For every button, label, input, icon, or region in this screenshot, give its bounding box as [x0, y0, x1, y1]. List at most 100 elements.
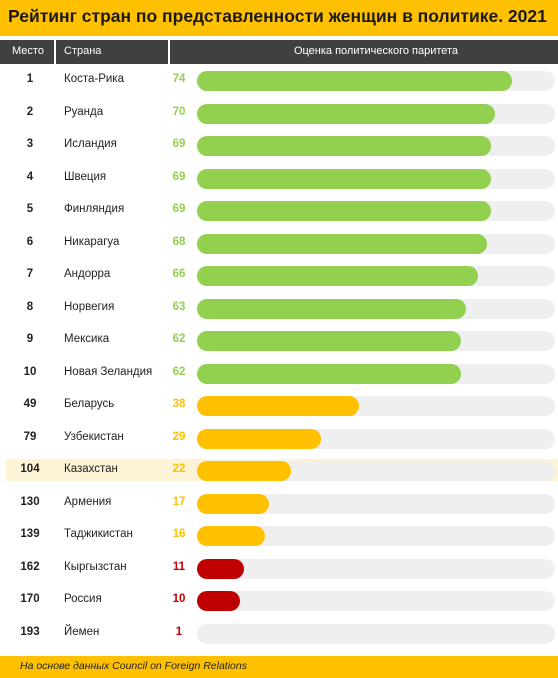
table-row: 79 Узбекистан 29 — [0, 426, 558, 452]
bar — [197, 168, 492, 189]
country-label: Финляндия — [64, 203, 125, 215]
header-country: Страна — [64, 45, 102, 57]
bar — [197, 461, 291, 481]
rank-label: 2 — [26, 105, 34, 118]
bar — [197, 591, 240, 611]
table-row: 9 Мексика 62 — [0, 328, 558, 354]
bar — [197, 266, 479, 286]
country-label: Новая Зеландия — [64, 365, 153, 378]
rank-label: 7 — [26, 268, 34, 280]
value-label: 69 — [172, 138, 186, 150]
bar — [197, 558, 244, 579]
chart-title: Рейтинг стран по представленности женщин… — [8, 6, 547, 26]
rank-label: 1 — [26, 73, 34, 85]
rank-label: 130 — [20, 495, 40, 508]
rank-label: 139 — [20, 528, 40, 540]
value-label: 62 — [172, 365, 186, 378]
table-row: 2 Руанда 70 — [0, 101, 558, 127]
bar — [197, 363, 462, 384]
country-label: Руанда — [64, 105, 104, 118]
table-row: 6 Никарагуа 68 — [0, 231, 558, 257]
header-rank: Место — [12, 45, 44, 57]
table-row: 3 Исландия 69 — [0, 133, 558, 159]
rank-label: 4 — [26, 170, 34, 183]
bar — [197, 233, 487, 254]
rank-label: 9 — [26, 333, 34, 345]
country-label: Андорра — [64, 268, 111, 280]
bar-track — [197, 623, 555, 644]
country-label: Йемен — [64, 625, 100, 638]
value-label: 16 — [172, 528, 186, 540]
bar — [197, 526, 266, 546]
value-label: 22 — [172, 463, 186, 475]
country-label: Исландия — [64, 138, 117, 150]
table-row: 104 Казахстан 22 — [0, 458, 558, 484]
table-row: 49 Беларусь 38 — [0, 393, 558, 419]
table-row: 10 Новая Зеландия 62 — [0, 361, 558, 387]
country-label: Армения — [64, 495, 112, 508]
country-label: Коста-Рика — [64, 73, 124, 85]
value-label: 17 — [172, 495, 186, 508]
value-label: 29 — [172, 430, 186, 443]
value-label: 63 — [172, 300, 186, 313]
value-label: 62 — [172, 333, 186, 345]
value-label: 11 — [172, 560, 186, 573]
bar — [197, 103, 496, 124]
bar — [197, 493, 270, 514]
table-row: 8 Норвегия 63 — [0, 296, 558, 322]
value-label: 1 — [175, 625, 183, 638]
country-label: Беларусь — [64, 398, 115, 410]
country-label: Кыргызстан — [64, 560, 127, 573]
bar-track — [197, 591, 555, 611]
header-divider — [54, 40, 56, 64]
value-label: 74 — [172, 73, 186, 85]
country-label: Узбекистан — [64, 430, 124, 443]
country-label: Никарагуа — [64, 235, 120, 248]
bar-track — [197, 493, 555, 514]
table-row: 162 Кыргызстан 11 — [0, 556, 558, 582]
country-label: Таджикистан — [64, 528, 133, 540]
bar-track — [197, 526, 555, 546]
bar — [197, 396, 359, 416]
table-row: 193 Йемен 1 — [0, 621, 558, 647]
rank-label: 170 — [20, 593, 40, 605]
table-row: 1 Коста-Рика 74 — [0, 68, 558, 94]
bar — [197, 331, 462, 351]
bar — [197, 428, 321, 449]
table-header: Место Страна Оценка политического парите… — [0, 40, 558, 64]
value-label: 10 — [172, 593, 186, 605]
table-row: 7 Андорра 66 — [0, 263, 558, 289]
rank-label: 49 — [23, 398, 37, 410]
bar — [197, 136, 492, 156]
table-row: 130 Армения 17 — [0, 491, 558, 517]
table-row: 5 Финляндия 69 — [0, 198, 558, 224]
value-label: 38 — [172, 398, 186, 410]
bar — [197, 71, 513, 91]
value-label: 69 — [172, 170, 186, 183]
rank-label: 5 — [26, 203, 34, 215]
country-label: Швеция — [64, 170, 107, 183]
value-label: 70 — [172, 105, 186, 118]
bar — [197, 298, 466, 319]
rank-label: 6 — [26, 235, 34, 248]
country-label: Норвегия — [64, 300, 115, 313]
rank-label: 3 — [26, 138, 34, 150]
bar — [197, 201, 492, 221]
rank-label: 79 — [23, 430, 37, 443]
value-label: 68 — [172, 235, 186, 248]
table-row: 139 Таджикистан 16 — [0, 523, 558, 549]
table-row: 4 Швеция 69 — [0, 166, 558, 192]
country-label: Россия — [64, 593, 102, 605]
rank-label: 162 — [20, 560, 40, 573]
footer: На основе данных Council on Foreign Rela… — [0, 656, 558, 678]
rank-label: 10 — [23, 365, 37, 378]
value-label: 66 — [172, 268, 186, 280]
country-label: Мексика — [64, 333, 110, 345]
title-bar: Рейтинг стран по представленности женщин… — [0, 0, 558, 36]
table-row: 170 Россия 10 — [0, 588, 558, 614]
rank-label: 8 — [26, 300, 34, 313]
bar-track — [197, 558, 555, 579]
rank-label: 193 — [20, 625, 40, 638]
source-note: На основе данных Council on Foreign Rela… — [20, 660, 247, 672]
header-divider — [168, 40, 170, 64]
